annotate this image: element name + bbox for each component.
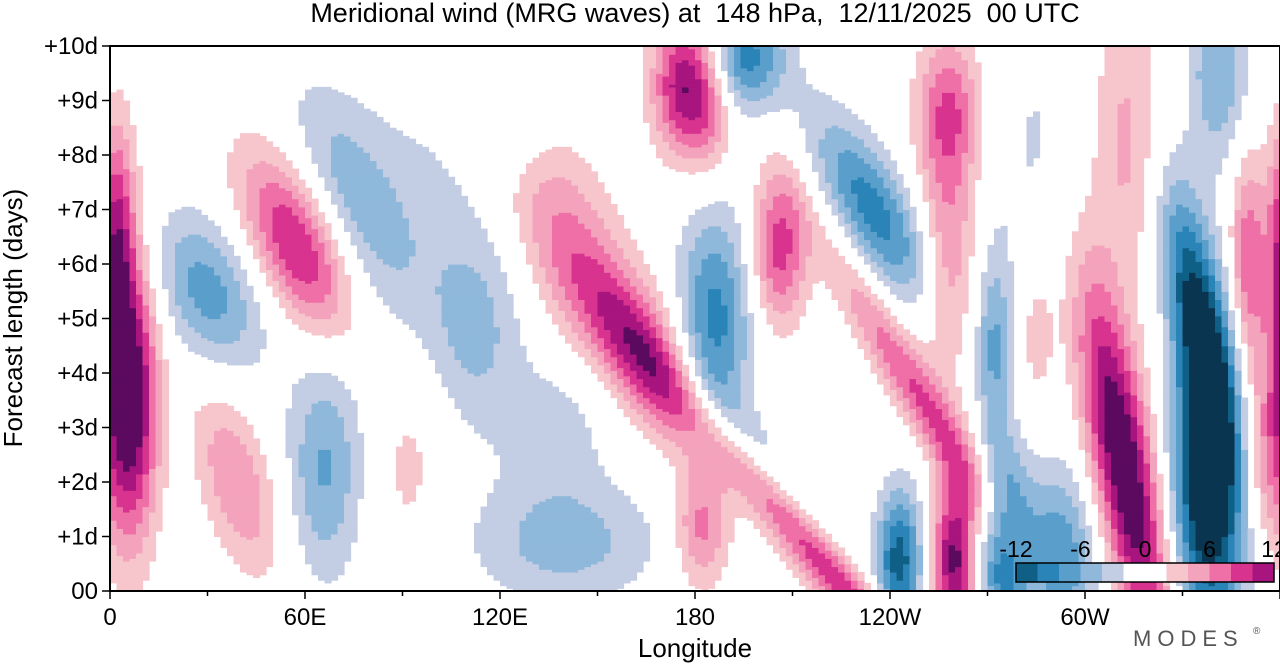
heatmap-cell bbox=[851, 564, 858, 567]
heatmap-cell bbox=[1248, 528, 1255, 531]
heatmap-cell bbox=[981, 542, 988, 545]
chart-title: Meridional wind (MRG waves) at 148 hPa, … bbox=[310, 0, 1079, 28]
heatmap-cell bbox=[825, 534, 832, 537]
heatmap-cell bbox=[832, 542, 839, 545]
heatmap-cell bbox=[1163, 539, 1170, 542]
heatmap-cell bbox=[858, 572, 865, 575]
heatmap-field bbox=[110, 46, 1280, 592]
chart: Meridional wind (MRG waves) at 148 hPa, … bbox=[0, 0, 1280, 664]
heatmap-cell bbox=[845, 556, 852, 559]
heatmap-cell bbox=[819, 528, 826, 531]
heatmap-cell bbox=[838, 547, 845, 550]
heatmap-cell bbox=[864, 583, 871, 586]
